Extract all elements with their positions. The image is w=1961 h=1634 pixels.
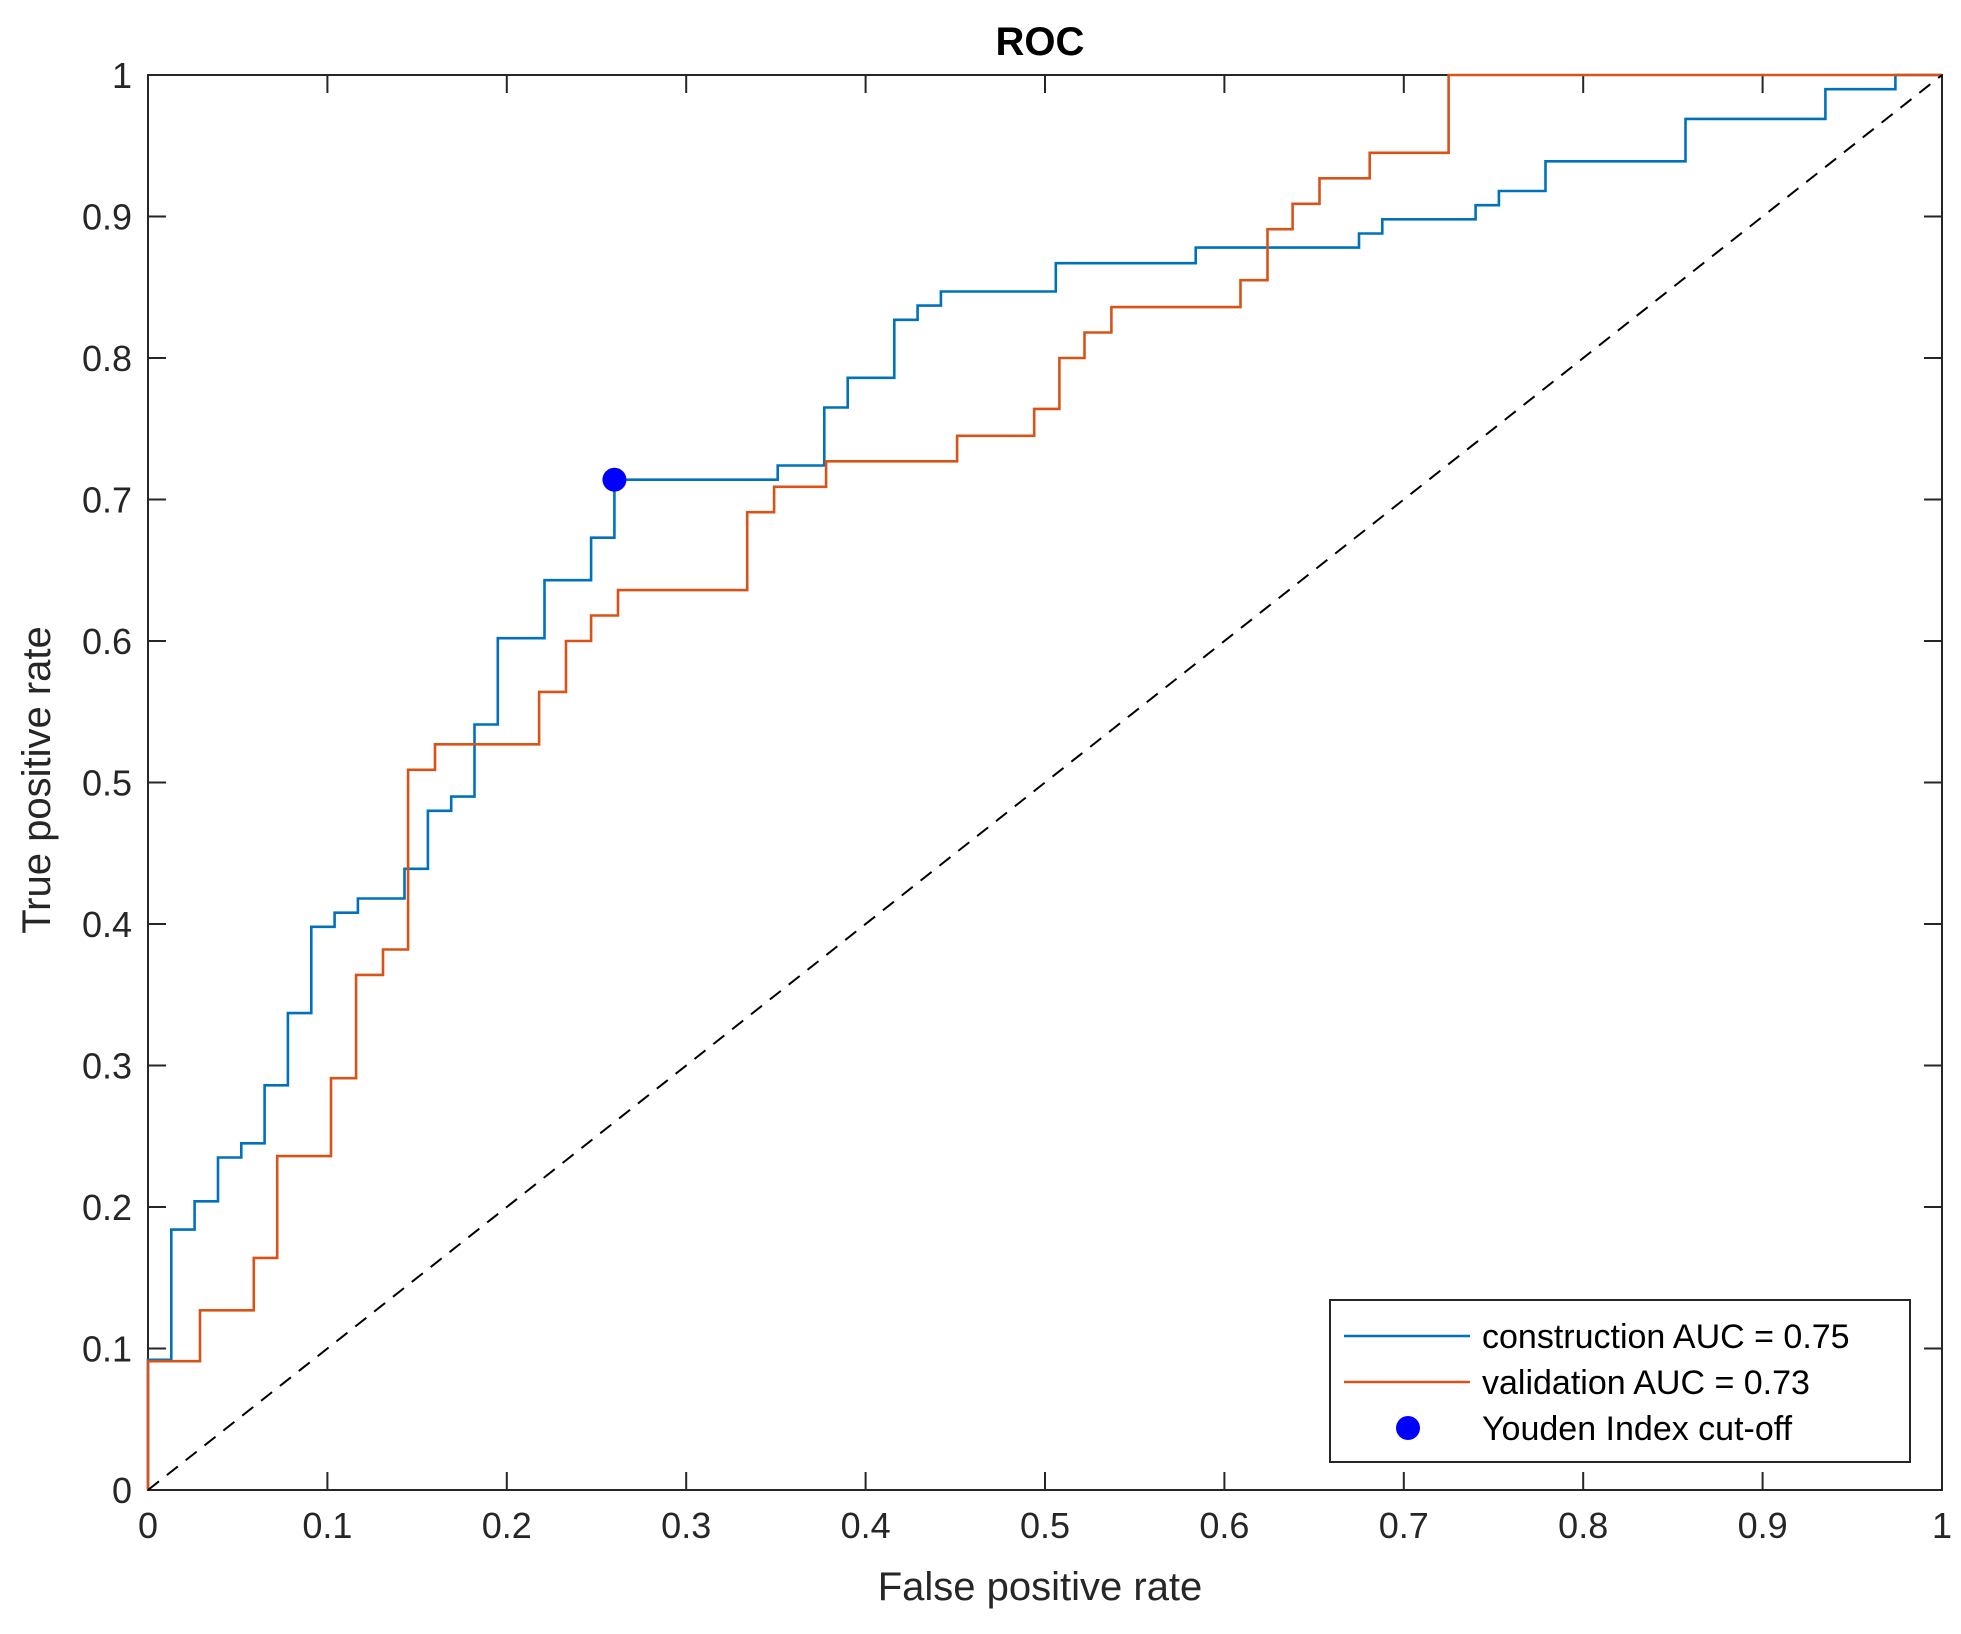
x-tick-label: 0.7 <box>1379 1505 1429 1546</box>
y-tick-label: 0.2 <box>82 1187 132 1228</box>
x-tick-label: 0.3 <box>661 1505 711 1546</box>
x-tick-label: 0.8 <box>1558 1505 1608 1546</box>
series-line <box>146 73 1942 1490</box>
x-tick-label: 0.5 <box>1020 1505 1070 1546</box>
y-tick-label: 0.3 <box>82 1046 132 1087</box>
x-tick-label: 0.4 <box>841 1505 891 1546</box>
y-tick-label: 0.6 <box>82 621 132 662</box>
y-tick-label: 0 <box>112 1470 132 1511</box>
y-tick-label: 0.5 <box>82 763 132 804</box>
y-tick-label: 1 <box>112 55 132 96</box>
plot-area: 0 0.1 0.2 0.3 0.4 0.5 0.6 0.7 0.8 0.9 1 0 0.1 0.2 0.3 0… <box>82 55 1952 1546</box>
y-tick-label: 0.4 <box>82 904 132 945</box>
legend-label: construction AUC = 0.75 <box>1482 1318 1850 1356</box>
series-line <box>146 73 1942 1490</box>
x-tick-label: 0.1 <box>302 1505 352 1546</box>
y-tick-label: 0.8 <box>82 338 132 379</box>
x-tick-label: 0.9 <box>1738 1505 1788 1546</box>
y-tick-label: 0.1 <box>82 1329 132 1370</box>
chart-title: ROC <box>996 20 1085 64</box>
chance-line <box>147 74 1943 1491</box>
x-tick-label: 1 <box>1932 1505 1952 1546</box>
y-axis-label: True positive rate <box>15 626 59 934</box>
legend-label: validation AUC = 0.73 <box>1482 1364 1810 1402</box>
x-axis-label: False positive rate <box>878 1565 1203 1609</box>
x-tick-label: 0.2 <box>482 1505 532 1546</box>
x-tick-label: 0 <box>138 1505 158 1546</box>
legend-label: Youden Index cut-off <box>1482 1410 1793 1448</box>
y-tick-label: 0.7 <box>82 480 132 521</box>
y-tick-label: 0.9 <box>82 197 132 238</box>
legend-marker <box>1396 1416 1420 1440</box>
legend: construction AUC = 0.75 validation AUC = … <box>1329 1299 1911 1463</box>
youden-point <box>602 467 627 492</box>
x-tick-label: 0.6 <box>1199 1505 1249 1546</box>
